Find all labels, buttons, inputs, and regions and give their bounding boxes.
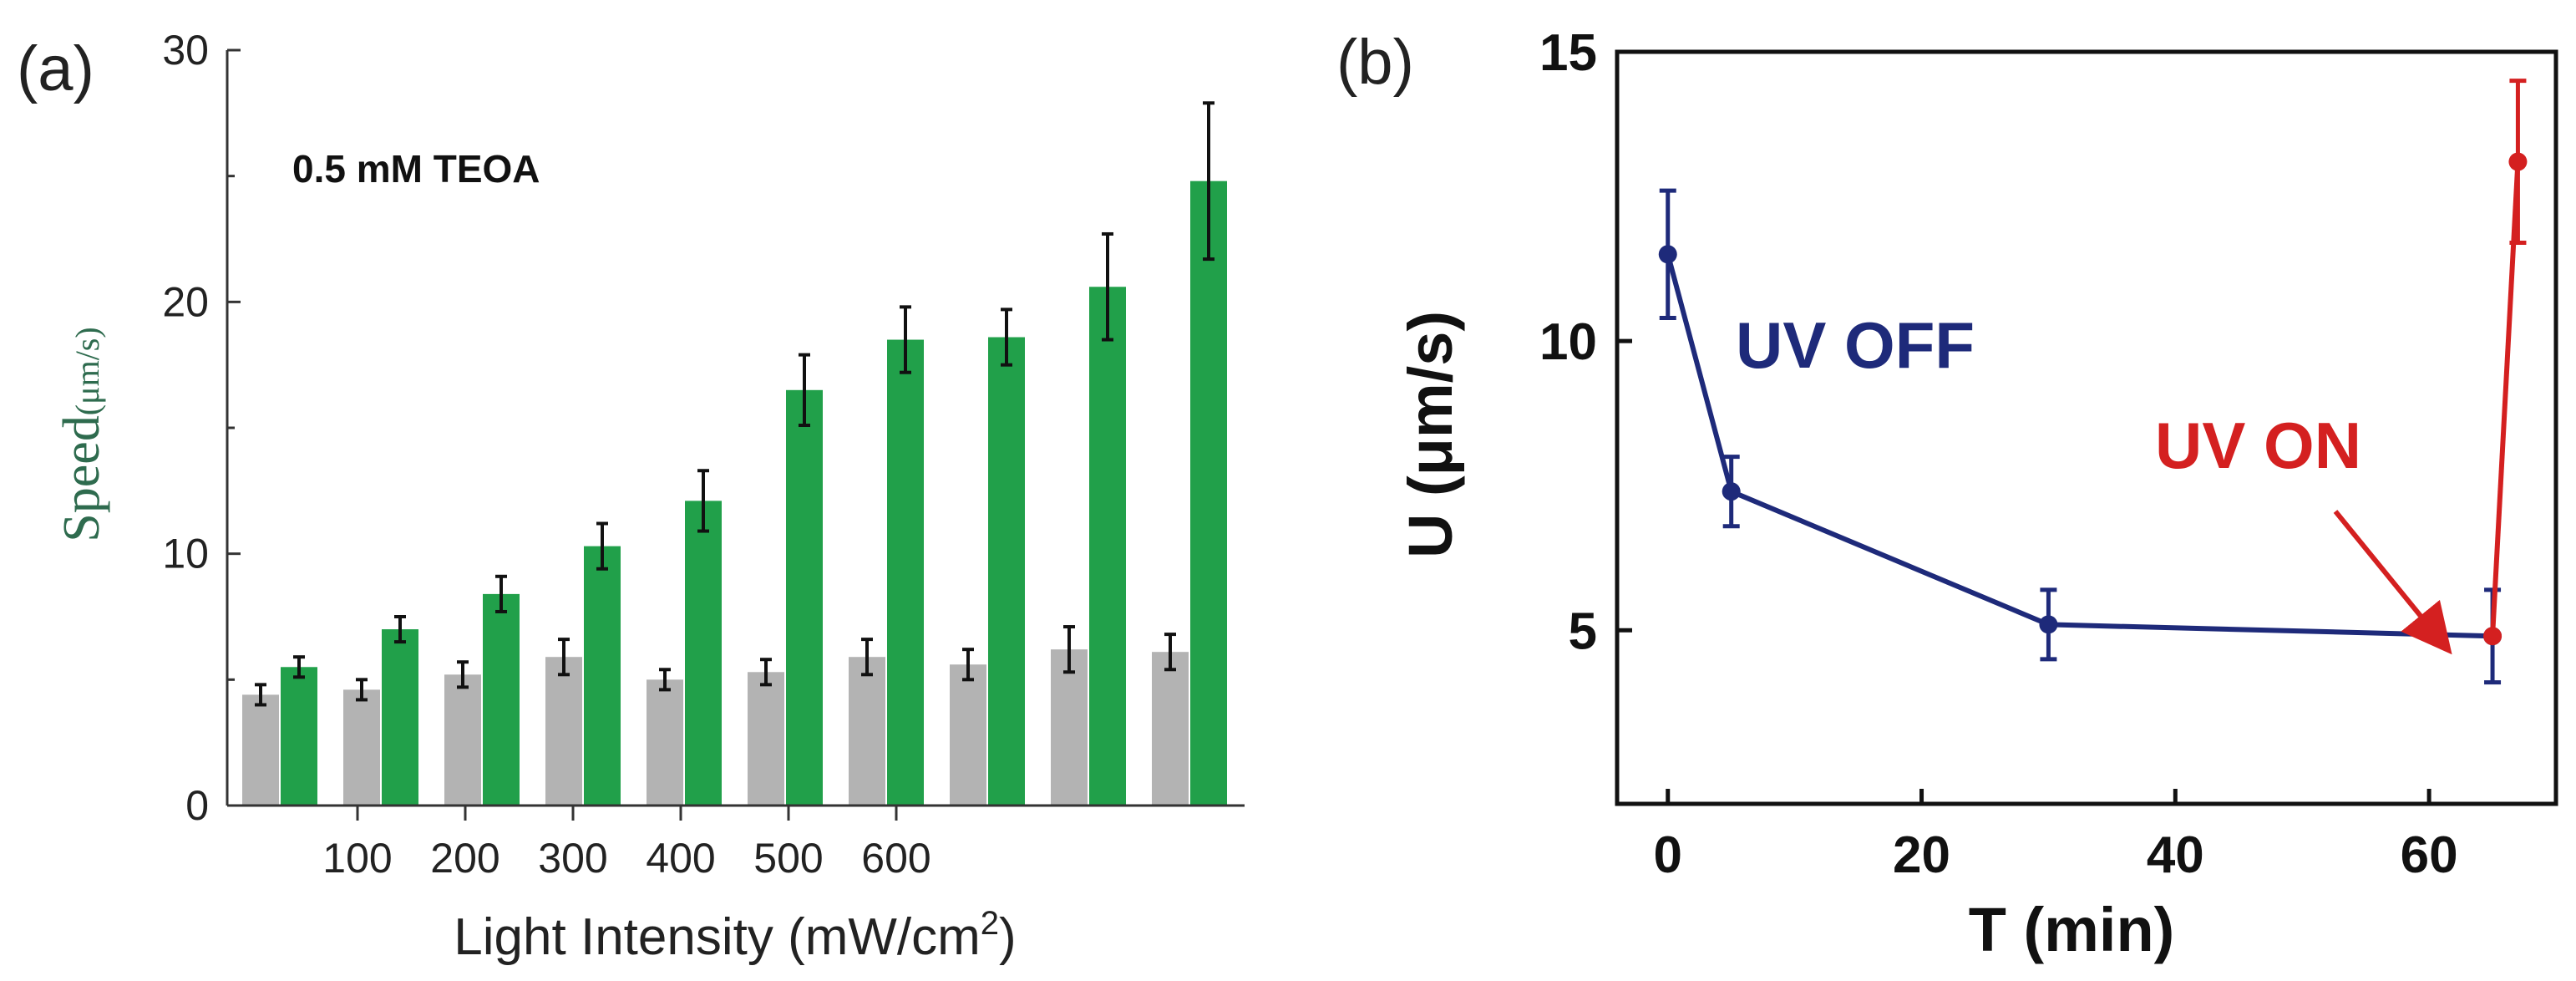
panel-a-x-tick-label: 600 [861, 835, 931, 882]
panel-b-x-ticks: 0 20 40 60 [1654, 789, 2458, 884]
panel-b-annotation-uv-off: UV OFF [1736, 308, 1975, 382]
panel-b-x-tick-label: 20 [1893, 826, 1950, 884]
panel-a-x-ticks: 100 200 300 400 500 600 [322, 806, 931, 882]
bar-gray-9 [1051, 649, 1088, 806]
panel-a-ylabel-main: Speed [53, 415, 110, 542]
panel-a-error-bars [255, 101, 1214, 707]
panel-b-x-tick-label: 60 [2401, 826, 2458, 884]
bar-gray-4 [545, 657, 582, 806]
bar-green-5 [685, 501, 722, 806]
panel-b-annotation-uv-on: UV ON [2155, 409, 2361, 482]
panel-a-y-axis-label: Speed(μm/s) [53, 327, 110, 541]
bar-green-3 [483, 593, 520, 806]
bar-green-1 [281, 667, 317, 806]
bar-gray-7 [849, 657, 885, 806]
panel-a-x-tick-label: 500 [753, 835, 823, 882]
bar-gray-6 [748, 672, 784, 806]
panel-b-y-axis-label: U (μm/s) [1396, 311, 1465, 558]
series-1-point-1 [2508, 152, 2528, 171]
panel-b-label: (b) [1336, 27, 1414, 98]
panel-b-frame [1615, 49, 2558, 806]
panel-a-ylabel-unit: (μm/s) [68, 327, 106, 415]
panel-a-y-tick-label: 0 [185, 782, 209, 829]
series-line-1 [2490, 161, 2521, 637]
series-1-point-0 [2483, 627, 2502, 646]
panel-a-bar-chart: (a) 0.5 mM TEOA 0 10 20 30 100 200 300 400 500 6… [17, 27, 1245, 966]
bar-gray-2 [343, 689, 380, 806]
panel-a-y-tick-label: 30 [162, 27, 209, 74]
bar-green-8 [988, 337, 1025, 806]
panel-b-y-ticks: 5 10 15 [1539, 24, 1632, 660]
panel-a-y-tick-label: 10 [162, 531, 209, 577]
panel-a-label: (a) [17, 33, 94, 104]
panel-b-y-tick-label: 15 [1539, 24, 1597, 82]
panel-a-y-tick-label: 20 [162, 278, 209, 325]
panel-b-y-tick-label: 5 [1569, 602, 1597, 660]
panel-a-x-axis-label: Light Intensity (mW/cm2) [454, 905, 1016, 966]
panel-a-bars [242, 180, 1227, 806]
panel-a-xlabel-main: Light Intensity (mW/cm [454, 908, 980, 966]
bar-gray-10 [1152, 652, 1189, 806]
bar-green-7 [887, 339, 924, 806]
panel-a-y-ticks: 0 10 20 30 [162, 27, 241, 829]
panel-a-xlabel-sup: 2 [981, 905, 999, 942]
bar-green-2 [382, 629, 418, 806]
series-0-point-1 [1722, 482, 1741, 501]
panel-b-y-tick-label: 10 [1539, 313, 1597, 371]
panel-b-series [1658, 79, 2528, 685]
panel-a-annotation: 0.5 mM TEOA [292, 147, 540, 191]
panel-b-x-tick-label: 0 [1654, 826, 1682, 884]
panel-a-xlabel-end: ) [999, 908, 1017, 966]
panel-a-x-tick-label: 100 [322, 835, 392, 882]
panel-a-x-tick-label: 200 [430, 835, 499, 882]
bar-gray-3 [444, 674, 481, 806]
panel-b-x-tick-label: 40 [2147, 826, 2204, 884]
bar-gray-5 [647, 679, 683, 806]
panel-a-x-tick-label: 300 [538, 835, 607, 882]
bar-gray-1 [242, 694, 279, 806]
bar-green-4 [584, 546, 621, 806]
series-0-point-2 [2039, 615, 2058, 634]
bar-green-10 [1190, 180, 1227, 806]
bar-green-9 [1089, 287, 1126, 806]
series-line-0 [1665, 253, 2493, 639]
bar-gray-8 [950, 664, 986, 806]
panel-a-x-tick-label: 400 [646, 835, 715, 882]
series-0-point-0 [1658, 245, 1677, 264]
panel-b-arrow [2333, 510, 2452, 655]
panel-b-x-axis-label: T (min) [1969, 895, 2175, 964]
bar-green-6 [786, 389, 823, 806]
panel-b-line-chart: (b) 5 10 15 0 20 40 60 UV OFF UV ON T (min) U… [1336, 24, 2558, 964]
